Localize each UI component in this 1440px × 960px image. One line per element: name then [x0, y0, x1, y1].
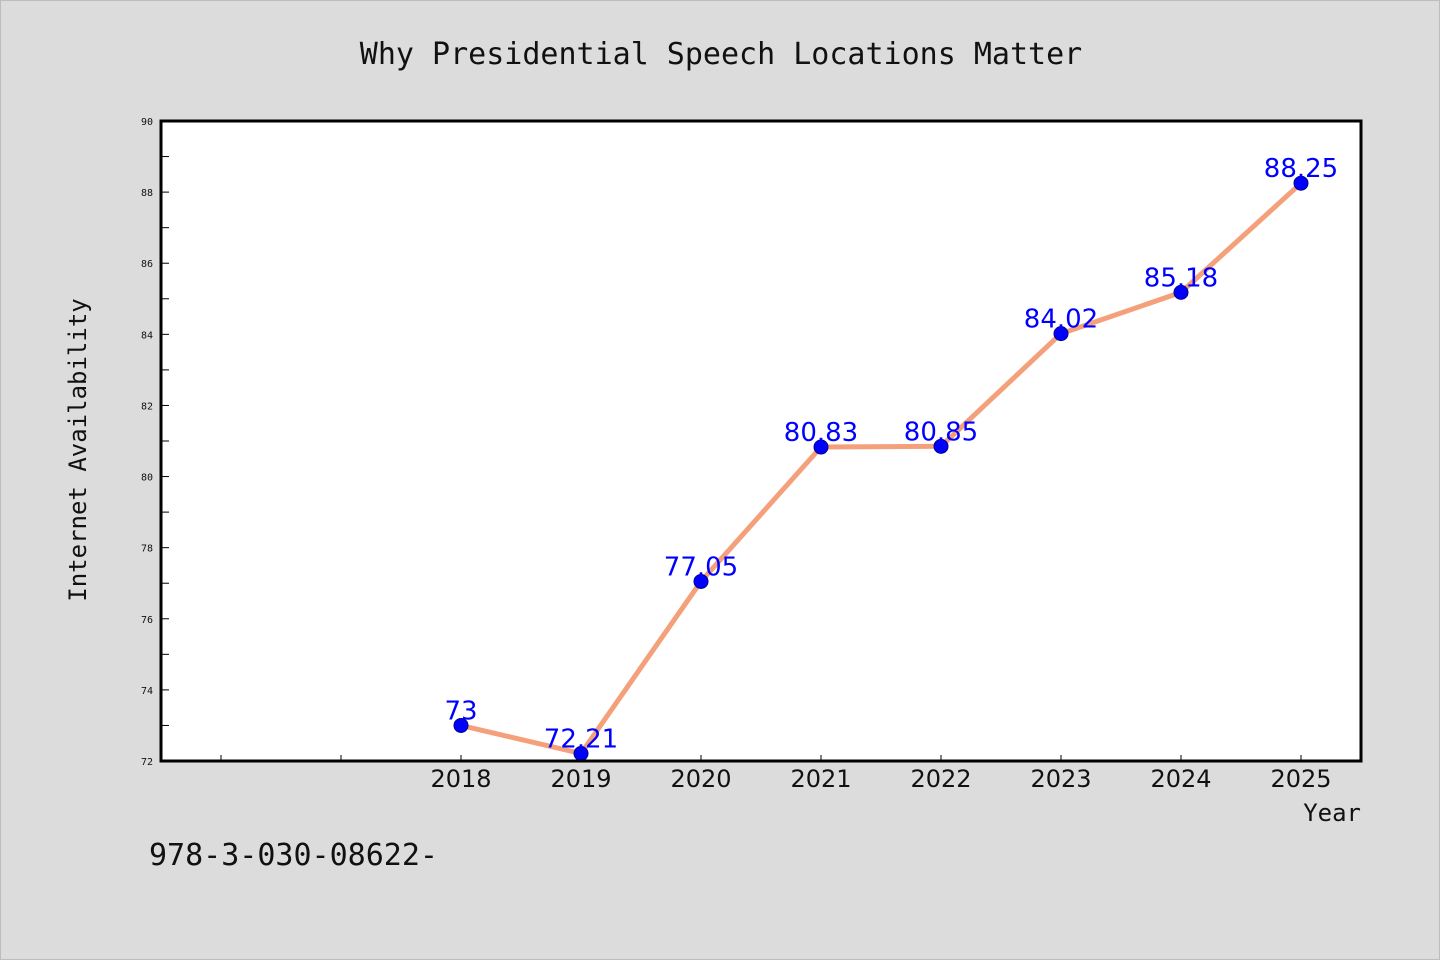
- series-layer: [453, 175, 1309, 762]
- x-tick-label: 2025: [1270, 765, 1331, 793]
- x-tick-label: 2018: [430, 765, 491, 793]
- y-tick-label: 76: [141, 615, 153, 626]
- x-tick-label: 2022: [910, 765, 971, 793]
- data-label: 72.21: [544, 725, 618, 755]
- plot-area: [161, 121, 1361, 761]
- x-tick-label: 2023: [1030, 765, 1091, 793]
- y-tick-label: 74: [141, 686, 153, 697]
- x-tick-label: 2024: [1150, 765, 1211, 793]
- data-point: [813, 439, 829, 455]
- data-label: 73: [444, 696, 477, 726]
- y-tick-label: 78: [141, 544, 153, 555]
- y-tick-label: 72: [141, 757, 153, 768]
- plot-frame: [159, 119, 1363, 763]
- y-axis-label: Internet Availability: [64, 298, 92, 601]
- x-tick-label: 2020: [670, 765, 731, 793]
- y-tick-label: 80: [141, 473, 153, 484]
- series-line: [458, 180, 1304, 756]
- data-point: [1053, 326, 1069, 342]
- data-point: [933, 438, 949, 454]
- data-point: [1173, 284, 1189, 300]
- footnote: 978-3-030-08622-: [149, 838, 438, 873]
- y-tick-label: 86: [141, 259, 153, 270]
- y-tick-label: 90: [141, 117, 153, 128]
- x-tick-label: 2021: [790, 765, 851, 793]
- data-point: [453, 717, 469, 733]
- y-tick-label: 84: [141, 330, 153, 341]
- data-label: 80.83: [784, 418, 858, 448]
- data-label-layer: 73 72.21 77.05 80.83 80.85 84.02 85.18 88.25: [444, 154, 1338, 754]
- data-point: [1293, 175, 1309, 191]
- x-axis-label: Year: [1303, 799, 1361, 827]
- y-tick-label: 88: [141, 188, 153, 199]
- data-label: 80.85: [904, 417, 978, 447]
- x-tick-label: 2019: [550, 765, 611, 793]
- data-label: 77.05: [664, 552, 738, 582]
- data-label: 88.25: [1264, 154, 1338, 184]
- y-axis: 72 74 76 78 80 82 84 86 88 90: [141, 117, 169, 768]
- x-axis: 2018 2019 2020 2021 2022 2023 2024 2025: [220, 755, 1332, 793]
- data-label: 85.18: [1144, 263, 1218, 293]
- y-tick-label: 82: [141, 401, 153, 412]
- data-label: 84.02: [1024, 305, 1098, 335]
- chart-title: Why Presidential Speech Locations Matter: [360, 37, 1082, 72]
- data-point: [693, 573, 709, 589]
